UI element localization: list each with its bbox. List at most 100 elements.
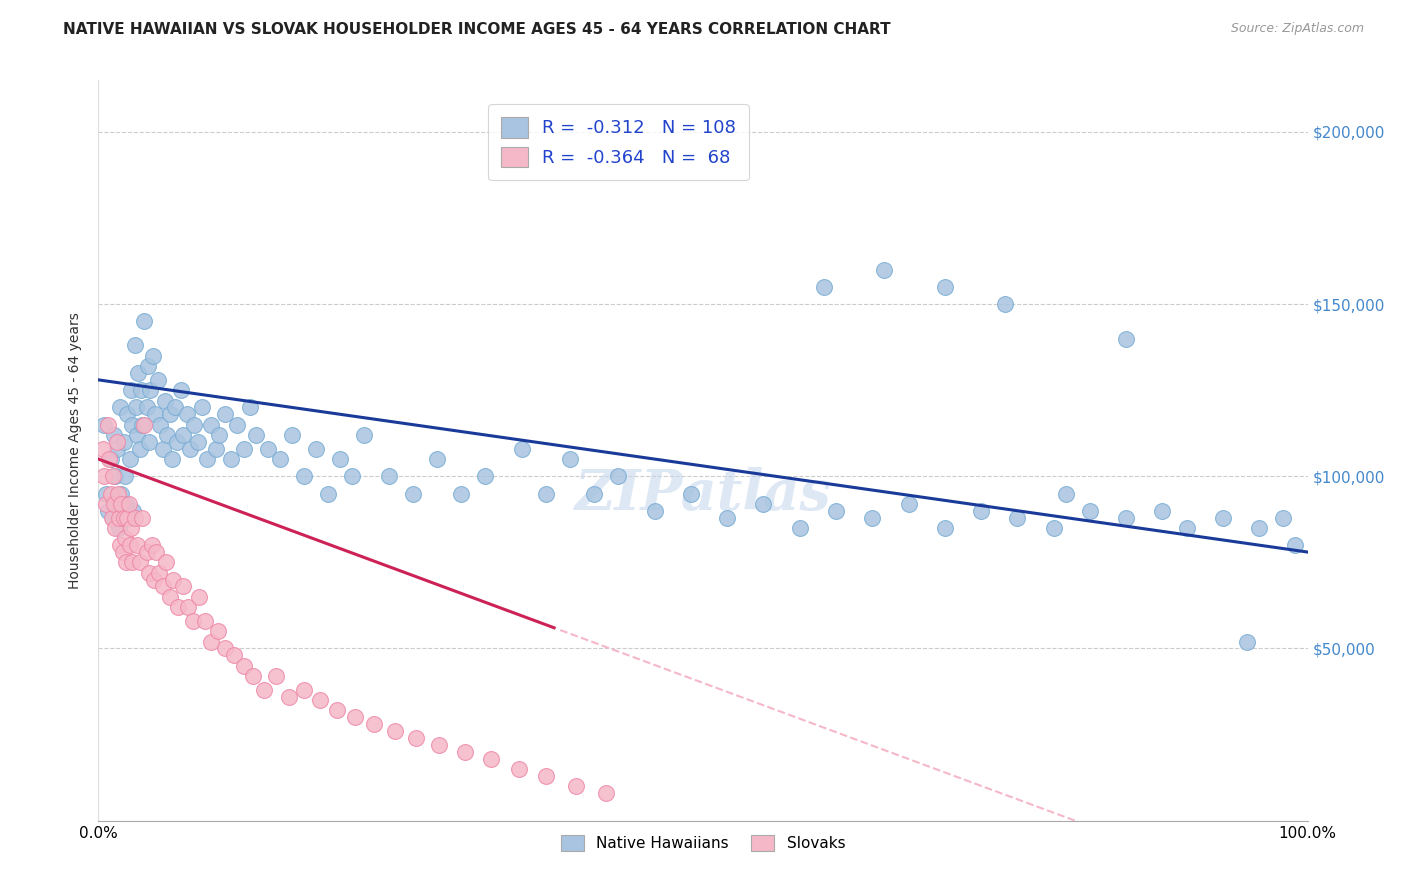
Point — [1115, 332, 1137, 346]
Point — [204, 442, 226, 456]
Text: NATIVE HAWAIIAN VS SLOVAK HOUSEHOLDER INCOME AGES 45 - 64 YEARS CORRELATION CHAR: NATIVE HAWAIIAN VS SLOVAK HOUSEHOLDER IN… — [63, 22, 891, 37]
Point — [134, 417, 156, 432]
Point — [124, 338, 146, 352]
Point — [873, 262, 896, 277]
Point — [172, 579, 194, 593]
Point — [450, 486, 472, 500]
Point — [897, 497, 920, 511]
Point — [112, 434, 135, 449]
Point — [214, 641, 236, 656]
Point — [426, 452, 449, 467]
Point — [232, 658, 254, 673]
Point — [131, 417, 153, 432]
Point — [179, 442, 201, 456]
Point — [181, 614, 204, 628]
Point — [94, 486, 117, 500]
Point — [163, 401, 186, 415]
Point — [103, 497, 125, 511]
Point — [558, 452, 581, 467]
Point — [117, 407, 139, 421]
Point — [94, 497, 117, 511]
Point — [118, 452, 141, 467]
Point — [110, 486, 132, 500]
Point — [91, 442, 114, 456]
Text: ZIPatlas: ZIPatlas — [575, 467, 831, 523]
Point — [183, 417, 205, 432]
Point — [153, 393, 176, 408]
Point — [264, 669, 287, 683]
Point — [135, 401, 157, 415]
Point — [239, 401, 262, 415]
Point — [108, 521, 131, 535]
Point — [138, 434, 160, 449]
Point — [970, 504, 993, 518]
Point — [120, 383, 142, 397]
Point — [825, 504, 848, 518]
Point — [100, 510, 122, 524]
Point — [934, 521, 956, 535]
Point — [118, 510, 141, 524]
Point — [115, 497, 138, 511]
Point — [1054, 486, 1077, 500]
Point — [103, 428, 125, 442]
Point — [101, 510, 124, 524]
Point — [111, 545, 134, 559]
Point — [191, 401, 214, 415]
Point — [117, 510, 139, 524]
Point — [342, 469, 364, 483]
Point — [644, 504, 666, 518]
Point — [402, 486, 425, 500]
Point — [607, 469, 630, 483]
Point — [169, 383, 191, 397]
Point — [115, 555, 138, 569]
Point — [93, 417, 115, 432]
Point — [135, 545, 157, 559]
Point — [860, 510, 883, 524]
Point — [292, 682, 315, 697]
Point — [120, 521, 142, 535]
Point — [716, 510, 738, 524]
Point — [583, 486, 606, 500]
Point — [384, 724, 406, 739]
Point — [508, 762, 530, 776]
Point — [108, 538, 131, 552]
Point — [149, 417, 172, 432]
Point — [752, 497, 775, 511]
Point — [200, 634, 222, 648]
Point — [1284, 538, 1306, 552]
Point — [131, 510, 153, 524]
Point — [377, 469, 399, 483]
Point — [121, 417, 143, 432]
Point — [994, 297, 1017, 311]
Point — [139, 383, 162, 397]
Point — [363, 717, 385, 731]
Point — [129, 383, 152, 397]
Point — [121, 555, 143, 569]
Point — [510, 442, 533, 456]
Point — [221, 452, 243, 467]
Point — [208, 428, 231, 442]
Point — [143, 407, 166, 421]
Point — [308, 693, 330, 707]
Point — [98, 452, 121, 467]
Point — [481, 752, 503, 766]
Point — [118, 538, 141, 552]
Point — [104, 469, 127, 483]
Point — [166, 434, 188, 449]
Point — [292, 469, 315, 483]
Point — [138, 566, 160, 580]
Point — [325, 703, 347, 717]
Point — [207, 624, 229, 639]
Point — [141, 538, 163, 552]
Point — [108, 401, 131, 415]
Point — [108, 510, 131, 524]
Point — [155, 555, 177, 569]
Legend: Native Hawaiians, Slovaks: Native Hawaiians, Slovaks — [554, 830, 852, 857]
Point — [316, 486, 339, 500]
Point — [142, 349, 165, 363]
Point — [278, 690, 301, 704]
Point — [127, 366, 149, 380]
Point — [1272, 510, 1295, 524]
Point — [353, 428, 375, 442]
Point — [110, 497, 132, 511]
